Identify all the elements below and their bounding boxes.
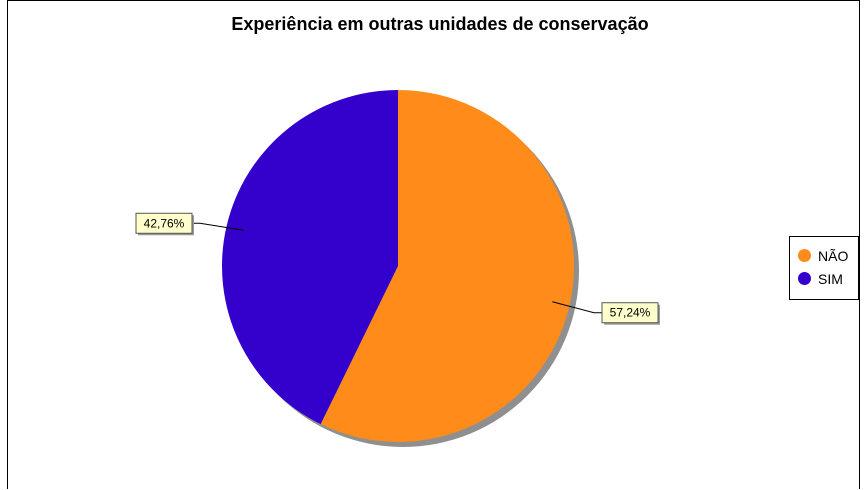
legend-swatch-nao <box>798 249 811 262</box>
data-label: 42,76% <box>144 216 185 230</box>
pie-slice-sim <box>221 90 398 425</box>
legend-item-sim: SIM <box>798 267 858 290</box>
label-box <box>135 212 193 234</box>
legend: NÃO SIM <box>789 236 859 300</box>
legend-swatch-sim <box>798 272 811 285</box>
leader-line <box>192 222 244 231</box>
legend-label-sim: SIM <box>818 270 843 287</box>
chart-title: Experiência em outras unidades de conser… <box>231 14 649 34</box>
pie-slice-no <box>320 90 574 442</box>
label-box <box>601 302 659 324</box>
legend-label-nao: NÃO <box>818 247 849 264</box>
data-label: 57,24% <box>610 306 651 320</box>
legend-item-nao: NÃO <box>798 244 858 267</box>
leader-line <box>552 301 602 314</box>
